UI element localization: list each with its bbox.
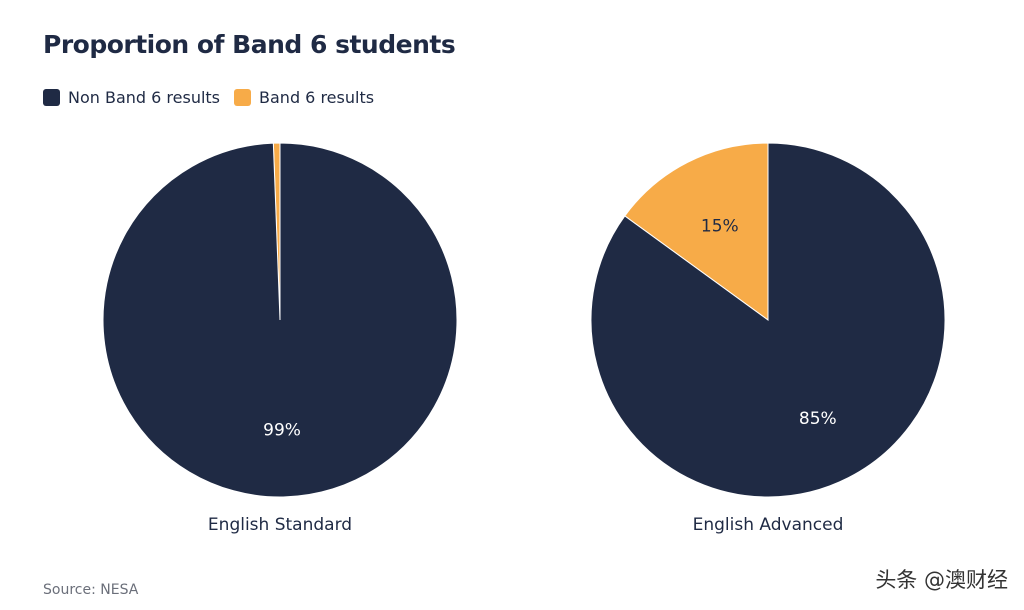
pie-charts: 99% English Standard 15% 85% English Advance… (102, 142, 946, 535)
pie-caption-english-standard: English Standard (208, 515, 352, 535)
chart-legend: Non Band 6 results Band 6 results (43, 88, 388, 107)
legend-item-band6: Band 6 results (234, 88, 374, 107)
legend-swatch-non-band6 (43, 89, 60, 106)
legend-swatch-band6 (234, 89, 252, 106)
slice-english-standard-non-band-6-results (102, 142, 458, 498)
legend-label-non-band6: Non Band 6 results (68, 88, 221, 107)
watermark: 头条 @澳财经 (875, 568, 1008, 592)
pie-english-standard: 99% English Standard (102, 142, 458, 535)
chart-title: Proportion of Band 6 students (43, 30, 456, 59)
legend-label-band6: Band 6 results (259, 88, 375, 107)
legend-item-non-band6: Non Band 6 results (43, 88, 220, 107)
slice-label-english-standard-non-band-6-results: 99% (263, 421, 301, 441)
slice-english-advanced-non-band-6-results (590, 142, 946, 498)
slice-label-english-advanced-non-band-6-results: 85% (799, 409, 837, 429)
pie-caption-english-advanced: English Advanced (693, 515, 844, 535)
slice-label-english-advanced-band-6-results: 15% (701, 216, 739, 236)
slice-english-advanced-band-6-results (624, 142, 769, 321)
source-note: Source: NESA (43, 582, 139, 598)
pie-english-advanced: 15% 85% English Advanced (590, 142, 946, 535)
